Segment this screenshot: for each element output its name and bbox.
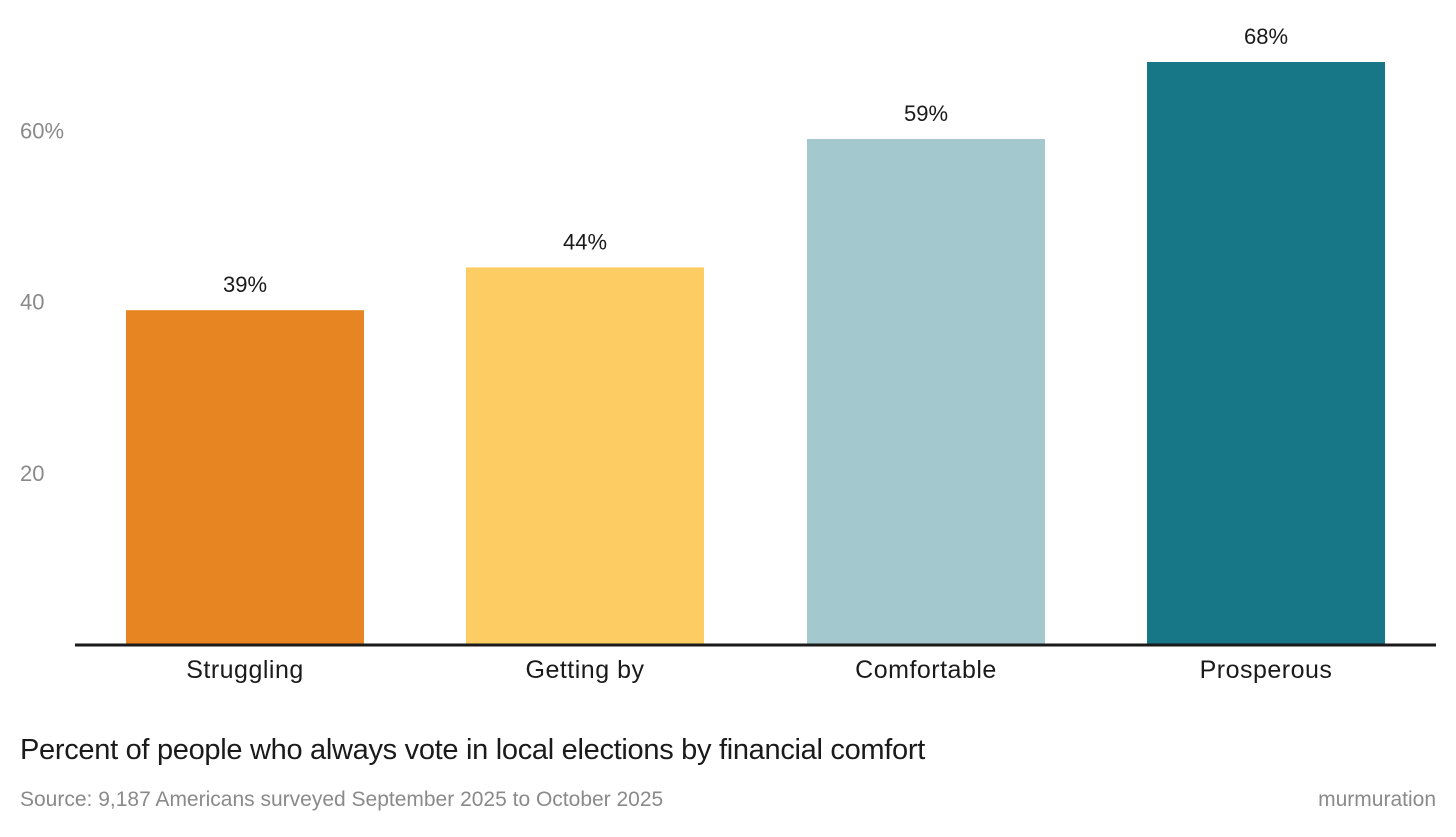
bar-comfortable (807, 139, 1045, 644)
bar-chart: 20 40 60% 39% Struggling 44% Getting by 59% Comf… (20, 24, 1436, 684)
bar-getting-by (466, 267, 704, 644)
data-label: 39% (223, 272, 267, 297)
bar-prosperous (1147, 62, 1385, 644)
x-tick-label: Prosperous (1200, 656, 1333, 684)
x-tick-label: Comfortable (855, 656, 997, 684)
y-tick-label: 40 (20, 290, 44, 315)
bar-struggling (126, 310, 364, 644)
brand-logo: murmuration (1318, 788, 1436, 811)
data-label: 68% (1244, 24, 1288, 49)
x-tick-label: Struggling (186, 656, 304, 684)
source-note: Source: 9,187 Americans surveyed Septemb… (20, 788, 664, 811)
data-label: 44% (563, 229, 607, 254)
y-tick-label: 20 (20, 461, 44, 486)
y-tick-label: 60% (20, 118, 64, 143)
x-tick-label: Getting by (526, 656, 645, 684)
chart-title: Percent of people who always vote in loc… (20, 734, 925, 766)
data-label: 59% (904, 101, 948, 126)
